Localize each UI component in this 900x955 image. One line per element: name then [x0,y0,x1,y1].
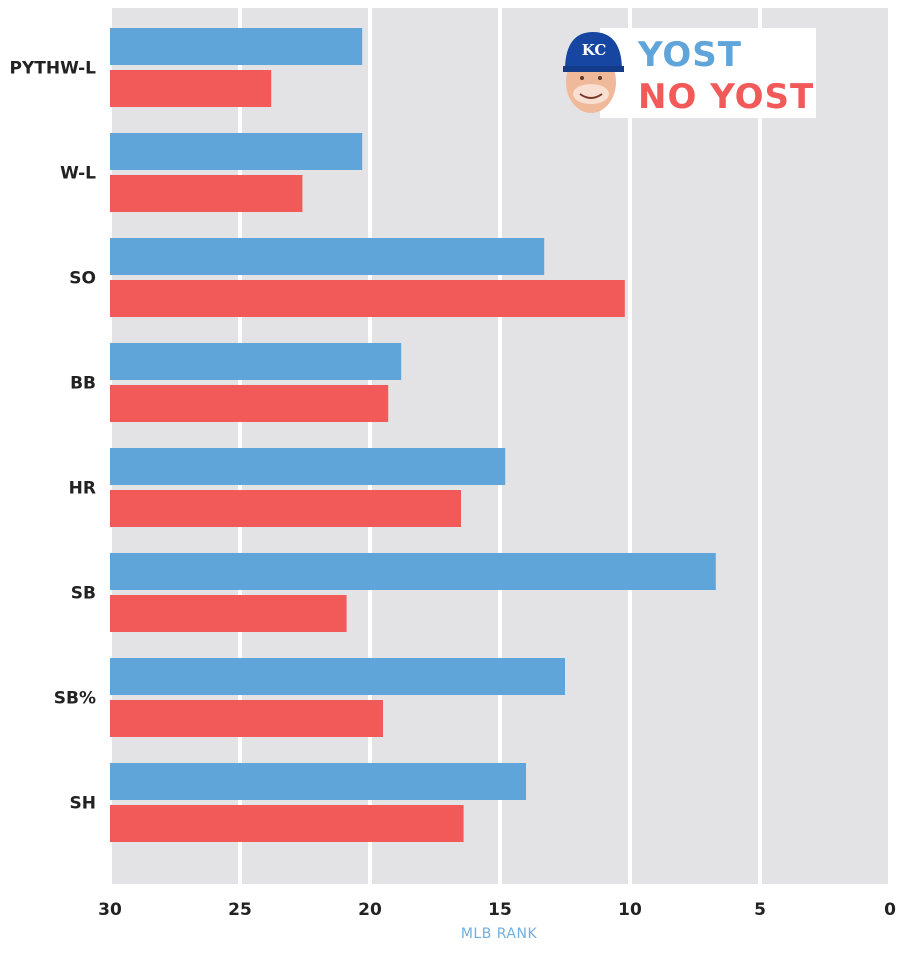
bar-no-yost-sh [110,805,464,842]
bar-yost-bb [110,343,402,380]
bar-no-yost-sb- [110,700,383,737]
category-label: W-L [60,164,96,184]
bar-no-yost-bb [110,385,389,422]
svg-text:KC: KC [582,41,607,59]
category-label: HR [69,479,96,499]
legend: KC YOST NO YOST [563,28,816,118]
bar-no-yost-sb [110,595,347,632]
x-axis-title: MLB RANK [461,926,538,942]
legend-label-yost: YOST [637,35,742,75]
category-label: SB [71,584,96,604]
bar-yost-sb- [110,658,565,695]
kc-royals-cap-manager-face-icon: KC [563,32,624,113]
x-tick-labels: 30 25 20 15 10 5 0 [98,900,896,920]
bar-yost-hr [110,448,506,485]
category-label: BB [70,374,96,394]
category-label: PYTHW-L [10,59,97,79]
bar-yost-sh [110,763,526,800]
bar-yost-w-l [110,133,363,170]
legend-box [600,28,816,118]
category-label: SO [69,269,96,289]
x-tick-label: 0 [884,900,896,920]
legend-label-no-yost: NO YOST [638,77,814,117]
bar-no-yost-hr [110,490,461,527]
bars [110,28,716,842]
x-tick-label: 20 [358,900,382,920]
category-label: SB% [54,689,96,709]
bar-yost-pythw-l [110,28,363,65]
bar-no-yost-pythw-l [110,70,272,107]
x-tick-label: 30 [98,900,122,920]
x-tick-label: 15 [488,900,512,920]
bar-yost-sb [110,553,716,590]
bar-yost-so [110,238,545,275]
category-labels: PYTHW-L W-L SO BB HR SB SB% SH [10,59,97,814]
bar-no-yost-so [110,280,625,317]
bar-no-yost-w-l [110,175,303,212]
x-tick-label: 10 [618,900,642,920]
category-label: SH [70,794,96,814]
x-tick-label: 5 [754,900,766,920]
x-tick-label: 25 [228,900,252,920]
